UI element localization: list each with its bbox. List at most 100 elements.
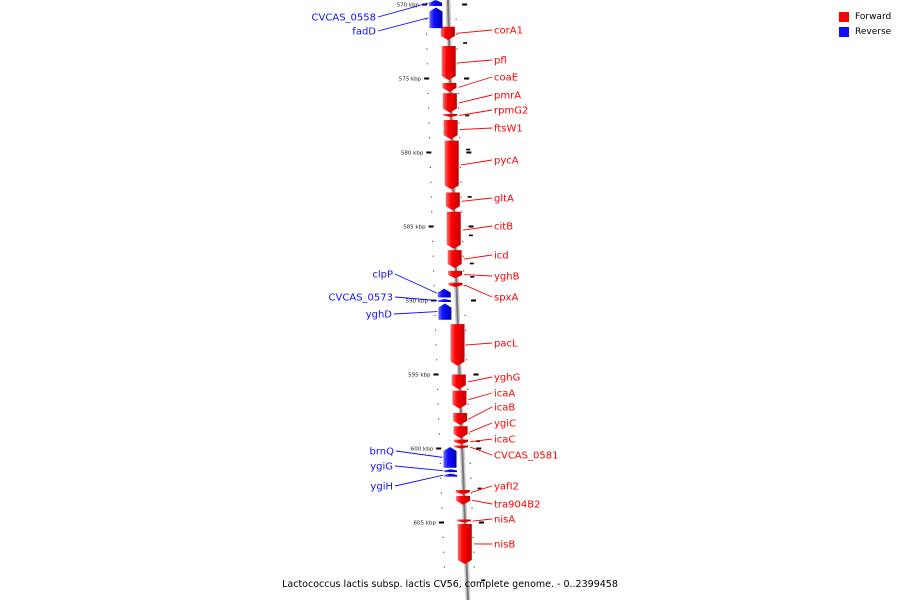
gene-tick xyxy=(469,262,474,265)
forward-gene-label[interactable]: icaB xyxy=(494,403,515,414)
reverse-gene-label[interactable]: brnQ xyxy=(370,447,395,458)
forward-gene-arrow[interactable] xyxy=(442,93,457,113)
minor-tick-left xyxy=(431,211,433,213)
minor-tick-left xyxy=(438,418,440,420)
gene-tick xyxy=(464,77,469,80)
forward-gene-label[interactable]: tra904B2 xyxy=(494,500,540,511)
forward-gene-arrow[interactable] xyxy=(448,270,463,279)
minor-tick-left xyxy=(440,492,443,494)
minor-tick-left xyxy=(432,255,434,257)
minor-tick-right xyxy=(472,536,474,538)
forward-gene-label[interactable]: rpmG2 xyxy=(494,106,528,117)
forward-gene-label[interactable]: pfl xyxy=(494,56,507,67)
forward-gene-label[interactable]: yghG xyxy=(494,373,520,384)
major-tick-right xyxy=(462,3,468,6)
forward-gene-arrow[interactable] xyxy=(443,114,458,117)
forward-gene-leader xyxy=(457,59,493,64)
reverse-gene-arrow[interactable] xyxy=(437,288,451,298)
forward-gene-arrow[interactable] xyxy=(446,211,461,249)
forward-gene-leader xyxy=(463,254,493,260)
minor-tick-right xyxy=(462,255,464,257)
minor-tick-left xyxy=(443,551,445,553)
minor-tick-left xyxy=(438,433,440,435)
reverse-gene-arrow[interactable] xyxy=(438,303,452,320)
forward-gene-arrow[interactable] xyxy=(456,519,471,523)
forward-gene-label[interactable]: pycA xyxy=(494,156,519,167)
reverse-gene-label[interactable]: fadD xyxy=(352,27,376,38)
major-tick-left xyxy=(428,225,434,228)
reverse-gene-label[interactable]: CVCAS_0573 xyxy=(329,293,393,304)
minor-tick-left xyxy=(435,344,437,346)
tick-label: 595 kbp xyxy=(408,373,431,379)
reverse-gene-label[interactable]: ygiH xyxy=(370,482,393,493)
forward-gene-arrow[interactable] xyxy=(441,45,456,80)
reverse-gene-arrow[interactable] xyxy=(444,469,458,473)
forward-gene-arrow[interactable] xyxy=(454,445,469,449)
forward-gene-label[interactable]: yafI2 xyxy=(494,482,519,493)
forward-gene-label[interactable]: nisA xyxy=(494,515,515,526)
reverse-gene-arrow[interactable] xyxy=(444,473,458,477)
forward-gene-arrow[interactable] xyxy=(455,489,470,495)
reverse-gene-arrow[interactable] xyxy=(438,299,452,302)
minor-tick-left xyxy=(435,329,437,331)
reverse-gene-label[interactable]: clpP xyxy=(372,270,393,281)
forward-gene-leader xyxy=(469,438,493,443)
gene-tick xyxy=(463,42,468,44)
forward-gene-label[interactable]: yghB xyxy=(494,272,520,283)
forward-gene-label[interactable]: spxA xyxy=(494,293,518,304)
forward-gene-label[interactable]: citB xyxy=(494,222,513,233)
forward-gene-arrow[interactable] xyxy=(442,82,457,92)
forward-gene-label[interactable]: CVCAS_0581 xyxy=(494,451,558,462)
reverse-gene-leader xyxy=(377,17,429,32)
tick-layer: 570 kbp 575 kbp 580 kbp 585 kbp 590 kbp 595 k… xyxy=(397,3,486,583)
reverse-gene-label[interactable]: CVCAS_0558 xyxy=(312,13,376,24)
forward-gene-label[interactable]: gltA xyxy=(494,194,514,205)
forward-gene-label[interactable]: nisB xyxy=(494,540,515,551)
minor-tick-right xyxy=(467,403,469,405)
forward-gene-label[interactable]: icaC xyxy=(494,435,515,446)
tick-label: 600 kbp xyxy=(411,447,434,453)
forward-gene-label[interactable]: icaA xyxy=(494,389,515,400)
forward-gene-arrow[interactable] xyxy=(456,495,471,505)
minor-tick-right xyxy=(458,107,460,109)
forward-gene-arrow[interactable] xyxy=(457,523,472,564)
reverse-gene-label[interactable]: yghD xyxy=(366,310,393,321)
forward-gene-arrow[interactable] xyxy=(443,119,458,140)
forward-gene-leader xyxy=(472,499,493,505)
minor-tick-right xyxy=(463,270,465,272)
minor-tick-right xyxy=(459,166,461,168)
minor-tick-right xyxy=(471,507,473,509)
forward-gene-label[interactable]: pacL xyxy=(494,339,518,350)
forward-gene-label[interactable]: pmrA xyxy=(494,91,521,102)
reverse-gene-arrow[interactable] xyxy=(429,7,443,29)
minor-tick-left xyxy=(429,166,431,168)
forward-gene-arrow[interactable] xyxy=(452,390,467,409)
forward-gene-arrow[interactable] xyxy=(440,26,455,41)
forward-gene-label[interactable]: ygiC xyxy=(494,419,516,430)
forward-gene-label[interactable]: ftsW1 xyxy=(494,124,523,135)
forward-gene-label[interactable]: corA1 xyxy=(494,26,523,37)
minor-tick-left xyxy=(430,196,432,198)
forward-gene-arrow[interactable] xyxy=(453,426,468,439)
minor-tick-left xyxy=(427,92,429,94)
reverse-gene-leader xyxy=(394,474,444,487)
forward-gene-leader xyxy=(458,76,493,88)
forward-gene-arrow[interactable] xyxy=(453,439,468,445)
gene-tick xyxy=(477,487,482,490)
reverse-gene-arrow[interactable] xyxy=(429,0,443,6)
reverse-gene-arrow[interactable] xyxy=(443,447,457,468)
forward-gene-arrow[interactable] xyxy=(451,374,466,390)
forward-gene-arrow[interactable] xyxy=(448,282,463,288)
forward-gene-arrow[interactable] xyxy=(453,412,468,425)
forward-gene-arrow[interactable] xyxy=(444,140,459,190)
minor-tick-right xyxy=(458,122,460,124)
minor-tick-right xyxy=(462,240,464,242)
forward-gene-arrow[interactable] xyxy=(445,192,460,211)
reverse-gene-label[interactable]: ygiG xyxy=(370,462,393,473)
forward-gene-arrow[interactable] xyxy=(450,324,465,366)
minor-tick-left xyxy=(443,566,445,568)
major-tick-left xyxy=(438,521,444,524)
forward-gene-arrow[interactable] xyxy=(447,250,462,268)
forward-gene-label[interactable]: coaE xyxy=(494,73,518,84)
forward-gene-label[interactable]: icd xyxy=(494,251,509,262)
